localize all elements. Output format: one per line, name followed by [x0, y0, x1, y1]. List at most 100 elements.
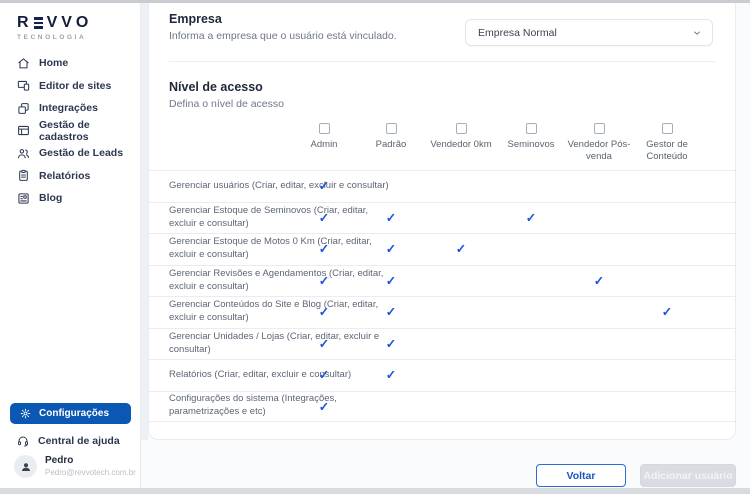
permission-label: Configurações do sistema (Integrações, p… [169, 393, 337, 418]
table-row: Gerenciar Estoque de Seminovos (Criar, e… [149, 201, 735, 235]
sidebar-item-blog[interactable]: Blog [0, 187, 140, 210]
user-form-card: Empresa Informa a empresa que o usuário … [148, 3, 736, 440]
permission-label: Gerenciar Estoque de Seminovos (Criar, e… [169, 204, 369, 229]
settings-label: Configurações [39, 408, 110, 419]
column-label: Seminovos [507, 139, 555, 150]
check-mark: ✓ [318, 399, 330, 414]
main-area: Empresa Informa a empresa que o usuário … [141, 3, 750, 488]
access-subtitle: Defina o nível de acesso [169, 98, 284, 110]
help-label: Central de ajuda [38, 435, 120, 447]
column-header-admin: Admin [283, 123, 365, 151]
integrations-icon [17, 102, 30, 115]
sidebar-item-gestao-de-cadastros[interactable]: Gestão de cadastros [0, 119, 140, 143]
column-label: Vendedor 0km [430, 139, 492, 150]
person-icon [21, 462, 30, 471]
table-row: Gerenciar usuários (Criar, editar, exclu… [149, 170, 735, 202]
logo-e-bars-icon [33, 17, 43, 29]
table-row: Relatórios (Criar, editar, excluir e con… [149, 359, 735, 391]
access-section: Nível de acesso Defina o nível de acesso [169, 80, 284, 110]
check-mark: ✓ [318, 179, 330, 193]
leads-icon [17, 147, 30, 160]
check-mark: ✓ [385, 368, 397, 382]
add-user-button[interactable]: Adicionar usuário [640, 464, 736, 487]
sidebar-item-gestao-de-leads[interactable]: Gestão de Leads [0, 142, 140, 165]
empresa-section: Empresa Informa a empresa que o usuário … [169, 12, 397, 42]
column-label: Padrão [375, 139, 407, 150]
role-checkbox[interactable] [318, 123, 330, 134]
records-icon [17, 124, 30, 137]
check-mark [626, 329, 708, 361]
sidebar-item-editor-de-sites[interactable]: Editor de sites [0, 75, 140, 98]
check-mark: ✓ [455, 242, 467, 256]
check-mark: ✓ [318, 368, 330, 382]
sidebar-item-relatorios[interactable]: Relatórios [0, 165, 140, 188]
role-checkbox[interactable] [661, 123, 673, 134]
column-header-vendedor-pos-venda: Vendedor Pós-venda [558, 123, 640, 164]
column-label: Gestor de Conteúdo [646, 139, 688, 163]
permissions-table: Gerenciar usuários (Criar, editar, exclu… [149, 170, 735, 422]
revvo-logo: R V V O TECNOLOGIA [17, 14, 89, 41]
empresa-subtitle: Informa a empresa que o usuário está vin… [169, 30, 397, 42]
permission-label: Relatórios (Criar, editar, excluir e con… [169, 368, 352, 380]
table-row: Configurações do sistema (Integrações, p… [149, 390, 735, 424]
permission-label: Gerenciar Unidades / Lojas (Criar, edita… [169, 330, 380, 355]
role-checkbox[interactable] [593, 123, 605, 134]
check-mark: ✓ [318, 273, 330, 288]
user-profile[interactable]: Pedro Pedro@revvotech.com.br [14, 455, 136, 478]
check-mark: ✓ [318, 336, 330, 351]
sidebar-item-integracoes[interactable]: Integrações [0, 97, 140, 120]
role-checkbox[interactable] [455, 123, 467, 134]
table-row: Gerenciar Unidades / Lojas (Criar, edita… [149, 327, 735, 361]
table-row: Gerenciar Estoque de Motos 0 Km (Criar, … [149, 233, 735, 265]
column-label: Vendedor Pós-venda [567, 139, 631, 163]
sidebar-item-label: Relatórios [39, 169, 91, 182]
check-mark: ✓ [661, 305, 673, 319]
chevron-down-icon [694, 31, 700, 35]
logo-wordmark: R V V O [17, 14, 89, 32]
column-header-vendedor-0km: Vendedor 0km [420, 123, 502, 151]
sidebar-nav: Home Editor de sites Integrações Gestão … [0, 52, 140, 210]
sidebar-item-configuracoes[interactable]: Configurações [10, 403, 131, 424]
role-checkbox[interactable] [385, 123, 397, 134]
role-checkbox[interactable] [525, 123, 537, 134]
check-mark: ✓ [385, 336, 397, 351]
user-email: Pedro@revvotech.com.br [45, 467, 136, 477]
column-header-gestor-de-conteudo: Gestor de Conteúdo [626, 123, 708, 164]
permission-label: Gerenciar Conteúdos do Site e Blog (Cria… [169, 299, 379, 324]
check-mark: ✓ [385, 210, 397, 225]
empresa-select[interactable]: Empresa Normal [465, 19, 713, 46]
permission-label: Gerenciar Estoque de Motos 0 Km (Criar, … [169, 236, 372, 261]
sidebar-item-home[interactable]: Home [0, 52, 140, 75]
sidebar: R V V O TECNOLOGIA Home Editor de sites [0, 3, 141, 488]
logo-subtitle: TECNOLOGIA [17, 34, 87, 41]
gear-icon [20, 408, 31, 419]
logo-letter: R [17, 14, 30, 31]
empresa-select-value: Empresa Normal [478, 26, 557, 39]
check-mark: ✓ [385, 273, 397, 288]
table-row: Gerenciar Revisões e Agendamentos (Criar… [149, 264, 735, 298]
check-mark [626, 266, 708, 298]
check-mark: ✓ [385, 305, 397, 319]
column-header-seminovos: Seminovos [490, 123, 572, 151]
sidebar-item-label: Blog [39, 192, 63, 205]
logo-letter: V [46, 14, 59, 31]
card-gap [141, 3, 148, 440]
access-title: Nível de acesso [169, 80, 263, 94]
check-mark [626, 234, 708, 266]
sidebar-item-label: Editor de sites [39, 79, 112, 92]
check-mark: ✓ [318, 210, 330, 225]
check-mark: ✓ [385, 242, 397, 256]
check-mark [626, 360, 708, 392]
permission-label: Gerenciar usuários (Criar, editar, exclu… [169, 179, 389, 191]
reports-icon [17, 169, 30, 182]
sidebar-item-label: Integrações [39, 102, 98, 115]
sidebar-item-central-de-ajuda[interactable]: Central de ajuda [0, 431, 141, 451]
check-mark: ✓ [593, 273, 605, 288]
column-header-padrao: Padrão [350, 123, 432, 151]
sidebar-item-label: Gestão de Leads [39, 147, 124, 160]
check-mark [626, 392, 708, 424]
check-mark [626, 203, 708, 235]
back-button[interactable]: Voltar [536, 464, 626, 487]
role-columns-header: Admin Padrão Vendedor 0km Seminovos Vend… [149, 123, 735, 167]
